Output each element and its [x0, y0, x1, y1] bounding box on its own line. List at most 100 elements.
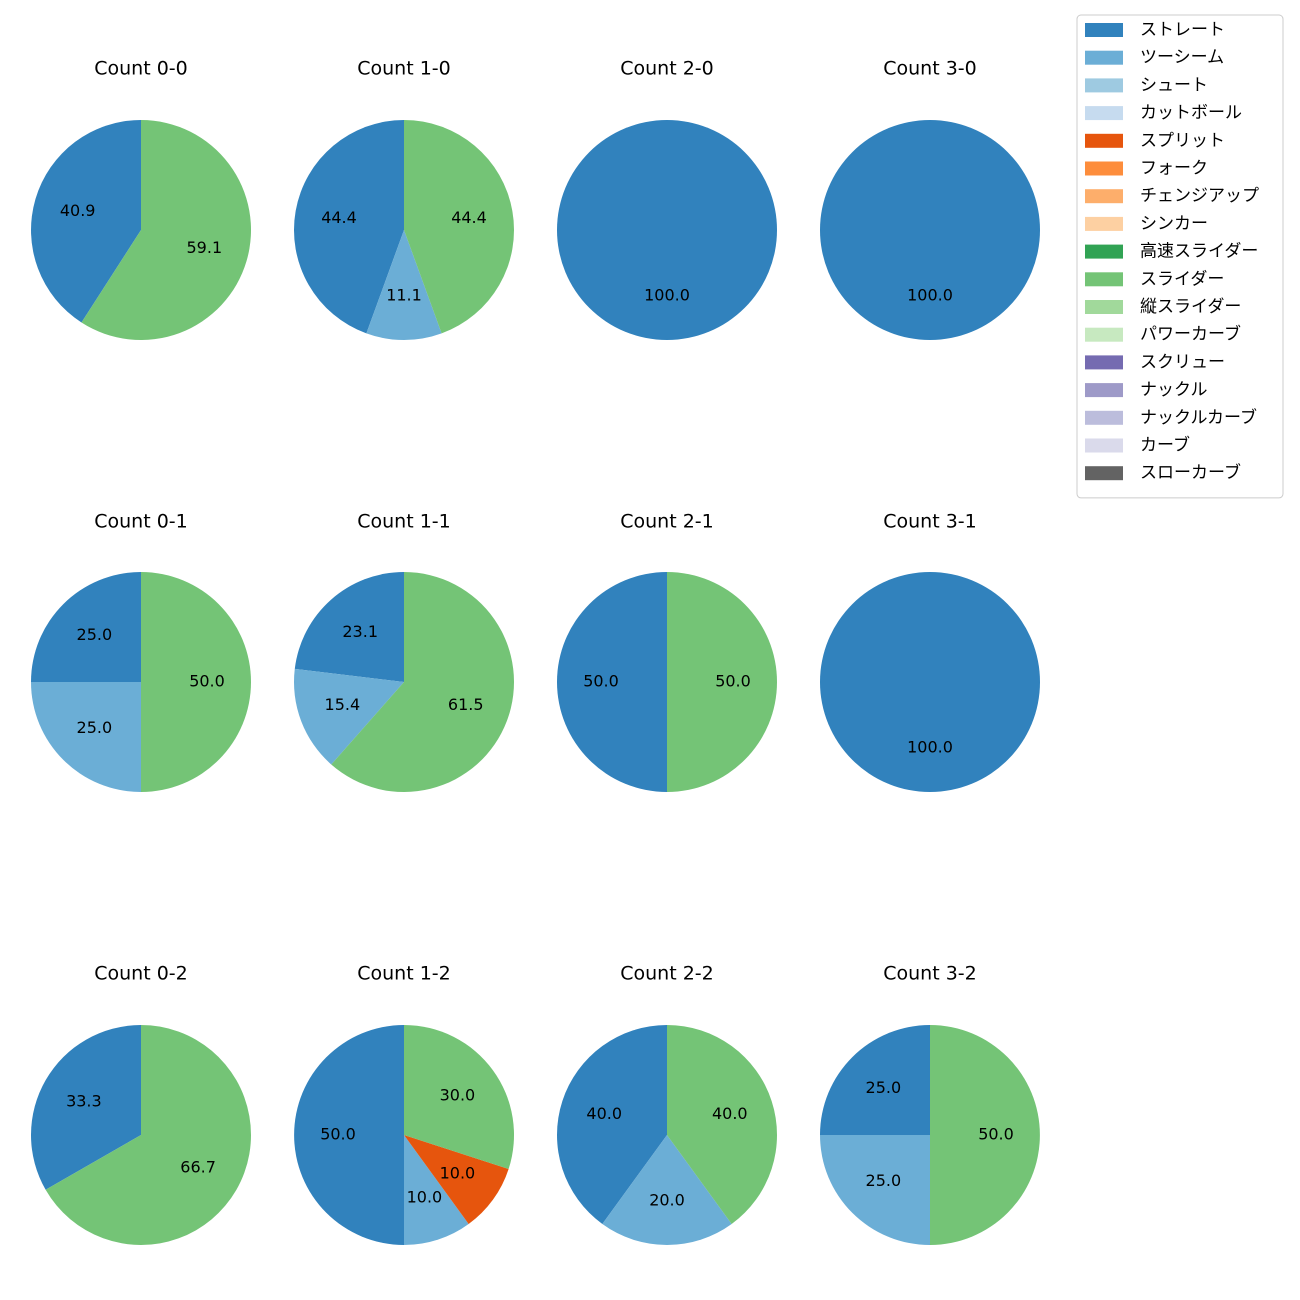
legend-item: ナックルカーブ — [1085, 407, 1257, 428]
pie-title: Count 3-1 — [883, 511, 977, 533]
pie-slice — [45, 1025, 251, 1245]
pie-slice — [930, 1025, 1040, 1245]
legend-label: フォーク — [1140, 159, 1208, 179]
legend-label: チェンジアップ — [1140, 186, 1259, 206]
pie-slice — [820, 1025, 930, 1135]
slice-label: 25.0 — [77, 718, 113, 737]
pie-slice — [294, 572, 404, 682]
pie-slice — [557, 572, 667, 792]
legend-label: スライダー — [1140, 269, 1224, 289]
legend-swatch — [1085, 106, 1123, 121]
legend-label: 高速スライダー — [1140, 242, 1258, 262]
legend-item: スクリュー — [1085, 352, 1225, 372]
legend-swatch — [1085, 23, 1123, 37]
slice-label: 30.0 — [440, 1086, 476, 1105]
slice-label: 20.0 — [649, 1191, 685, 1210]
legend-label: スプリット — [1140, 131, 1225, 151]
legend-swatch — [1085, 161, 1123, 176]
legend-label: カットボール — [1140, 103, 1242, 123]
legend-swatch — [1085, 50, 1123, 65]
pie-title: Count 0-1 — [94, 511, 188, 533]
legend-label: シュート — [1140, 75, 1208, 95]
slice-label: 10.0 — [407, 1187, 443, 1206]
legend-label: シンカー — [1140, 214, 1208, 234]
slice-label: 44.4 — [321, 208, 357, 227]
pie-8: Count 3-1 100.0 — [820, 511, 1040, 792]
legend-swatch — [1085, 410, 1123, 425]
pie-slice — [293, 668, 404, 765]
slice-label: 40.0 — [586, 1104, 622, 1123]
legend-frame — [1076, 14, 1284, 499]
pie-slice — [820, 1135, 930, 1245]
slice-label: 50.0 — [583, 672, 619, 691]
pie-title: Count 2-0 — [620, 58, 714, 80]
slice-label: 10.0 — [440, 1163, 476, 1182]
legend-item: パワーカーブ — [1085, 324, 1241, 345]
legend-label: スクリュー — [1140, 352, 1225, 372]
legend-swatch — [1085, 244, 1123, 259]
legend-swatch — [1085, 383, 1123, 398]
pie-slice — [30, 1025, 141, 1190]
legend-swatch — [1085, 133, 1123, 148]
legend-item: シンカー — [1085, 214, 1208, 234]
slice-label: 23.1 — [342, 622, 378, 641]
legend-swatch — [1085, 272, 1123, 287]
pie-slice — [667, 1025, 778, 1224]
slice-label: 100.0 — [907, 286, 953, 305]
pie-4: Count 3-0 100.0 — [820, 58, 1040, 340]
pie-2: Count 1-0 44.4 11.1 44.4 — [293, 58, 515, 341]
pie-title: Count 1-0 — [357, 58, 451, 80]
pie-6: Count 1-1 23.1 15.4 61.5 — [293, 511, 515, 792]
legend-label: スローカーブ — [1140, 462, 1241, 483]
pie-slice — [294, 1025, 404, 1245]
legend-swatch — [1085, 466, 1123, 481]
pie-slice — [81, 120, 252, 341]
slice-label: 25.0 — [866, 1171, 902, 1190]
slice-label: 50.0 — [189, 672, 225, 691]
slice-label: 33.3 — [66, 1091, 102, 1110]
legend-item: カットボール — [1085, 103, 1242, 123]
legend-swatch — [1085, 355, 1123, 370]
slice-label: 40.9 — [60, 201, 96, 220]
slice-label: 15.4 — [325, 695, 361, 714]
pie-7: Count 2-1 50.0 50.0 — [557, 511, 777, 792]
pie-3: Count 2-0 100.0 — [557, 58, 777, 340]
legend-swatch — [1085, 300, 1123, 314]
pie-1: Count 0-0 40.9 59.1 — [31, 58, 252, 341]
legend-item: フォーク — [1085, 159, 1208, 179]
legend-label: ツーシーム — [1140, 48, 1224, 68]
legend-swatch — [1085, 78, 1123, 93]
pie-slice — [31, 572, 141, 682]
slice-label: 100.0 — [644, 286, 690, 305]
pie-slice — [31, 120, 141, 323]
pie-slice — [404, 1135, 469, 1245]
legend-item: ナックル — [1085, 380, 1208, 400]
legend: ストレートツーシームシュートカットボールスプリットフォークチェンジアップシンカー… — [1076, 14, 1284, 499]
pie-slice — [404, 1135, 509, 1224]
legend-item: ツーシーム — [1085, 48, 1224, 68]
pie-slice — [404, 1025, 515, 1169]
legend-label: パワーカーブ — [1140, 324, 1241, 345]
slice-label: 50.0 — [715, 672, 751, 691]
legend-label: ナックルカーブ — [1140, 407, 1257, 428]
pie-11: Count 2-2 40.0 20.0 40.0 — [556, 963, 778, 1246]
legend-item: 縦スライダー — [1085, 297, 1241, 317]
slice-label: 66.7 — [180, 1158, 216, 1177]
pie-slice — [366, 230, 442, 341]
pie-title: Count 0-2 — [94, 963, 188, 985]
pie-slice — [602, 1135, 732, 1246]
legend-item: スローカーブ — [1085, 462, 1241, 483]
pie-slice — [820, 120, 1040, 340]
pie-slice — [556, 1025, 667, 1224]
pie-slice — [141, 572, 251, 792]
pie-title: Count 2-1 — [620, 511, 714, 533]
legend-item: チェンジアップ — [1085, 186, 1259, 206]
legend-item: スライダー — [1085, 269, 1224, 289]
slice-label: 61.5 — [448, 695, 484, 714]
slice-label: 44.4 — [451, 208, 487, 227]
legend-swatch — [1085, 327, 1123, 342]
slice-label: 50.0 — [320, 1125, 356, 1144]
pie-title: Count 1-2 — [357, 963, 451, 985]
slice-label: 25.0 — [866, 1078, 902, 1097]
